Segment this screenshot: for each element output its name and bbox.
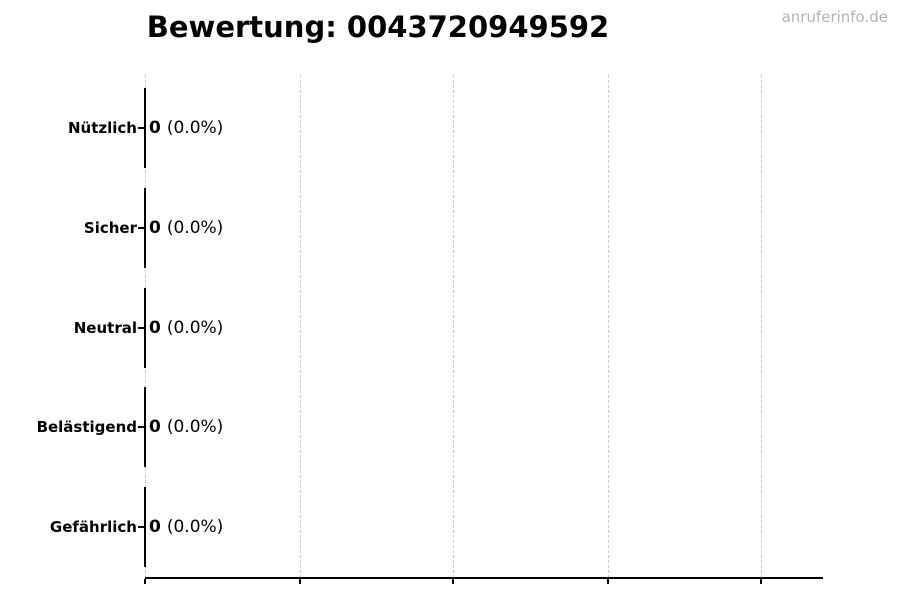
zero-bar xyxy=(144,387,146,467)
y-axis-tick xyxy=(138,426,146,428)
bar-value-annotation: 0 (0.0%) xyxy=(149,88,223,168)
x-axis-tick xyxy=(144,579,146,584)
bar-value-percent: (0.0%) xyxy=(166,118,224,138)
bar-row: Nützlich 0 (0.0%) xyxy=(0,88,900,168)
x-axis-tick xyxy=(299,579,301,584)
y-axis-tick xyxy=(138,526,146,528)
zero-bar xyxy=(144,288,146,368)
bar-value-count: 0 xyxy=(149,318,161,338)
bar-row: Sicher 0 (0.0%) xyxy=(0,188,900,268)
gridline xyxy=(300,75,301,578)
zero-bar xyxy=(144,88,146,168)
category-label: Gefährlich xyxy=(49,518,137,536)
gridline xyxy=(453,75,454,578)
x-axis-tick xyxy=(760,579,762,584)
bar-value-count: 0 xyxy=(149,218,161,238)
bar-value-percent: (0.0%) xyxy=(166,517,224,537)
zero-bar xyxy=(144,188,146,268)
category-label: Belästigend xyxy=(36,418,137,436)
gridline xyxy=(608,75,609,578)
category-label: Sicher xyxy=(83,219,137,237)
y-axis-tick xyxy=(138,227,146,229)
zero-bar xyxy=(144,487,146,567)
chart-title: Bewertung: 0043720949592 xyxy=(146,10,610,44)
gridline xyxy=(761,75,762,578)
bar-row: Neutral 0 (0.0%) xyxy=(0,288,900,368)
bar-value-percent: (0.0%) xyxy=(166,417,224,437)
bar-row: Belästigend 0 (0.0%) xyxy=(0,387,900,467)
bar-value-percent: (0.0%) xyxy=(166,318,224,338)
y-axis-tick xyxy=(138,327,146,329)
watermark-text: anruferinfo.de xyxy=(781,8,888,26)
bar-value-annotation: 0 (0.0%) xyxy=(149,387,223,467)
bar-value-percent: (0.0%) xyxy=(166,218,224,238)
x-axis-tick xyxy=(452,579,454,584)
x-axis-tick xyxy=(607,579,609,584)
x-axis-line xyxy=(145,577,823,579)
bar-value-annotation: 0 (0.0%) xyxy=(149,487,223,567)
bar-value-annotation: 0 (0.0%) xyxy=(149,188,223,268)
category-label: Nützlich xyxy=(68,119,137,137)
bar-value-annotation: 0 (0.0%) xyxy=(149,288,223,368)
bar-row: Gefährlich 0 (0.0%) xyxy=(0,487,900,567)
category-label: Neutral xyxy=(73,319,137,337)
bar-value-count: 0 xyxy=(149,517,161,537)
y-axis-tick xyxy=(138,127,146,129)
bar-value-count: 0 xyxy=(149,118,161,138)
bar-value-count: 0 xyxy=(149,417,161,437)
